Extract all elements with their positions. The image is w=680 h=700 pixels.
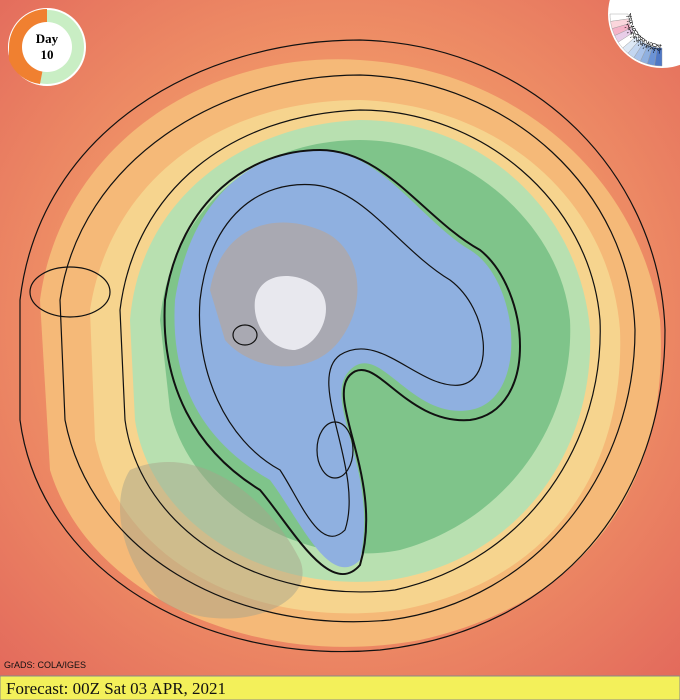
legend-hub: [646, 0, 678, 30]
legend-swatch: [654, 47, 663, 67]
legend-label: -36: [645, 41, 655, 53]
legend-label: -8: [626, 17, 634, 25]
legend-label: -16: [625, 26, 637, 37]
badge-day: 10: [41, 47, 54, 62]
day-badge: Day 10: [8, 8, 86, 86]
credit: GrADS: COLA/IGES: [4, 660, 86, 670]
footer-text: Forecast: 00Z Sat 03 APR, 2021: [6, 679, 226, 698]
legend-label: -4: [626, 13, 633, 20]
contour: [19, 39, 666, 653]
badge-center: [22, 22, 72, 72]
contour: [59, 74, 636, 623]
legend-label: -28: [635, 36, 647, 48]
legend-label: -44: [656, 44, 664, 55]
field-white: [254, 276, 326, 350]
contour: [29, 266, 111, 318]
contour: [163, 148, 521, 575]
contour: [316, 421, 354, 479]
contour: [119, 109, 601, 593]
temperature-field: [40, 59, 661, 647]
badge-label: Day: [36, 31, 59, 46]
contours: [19, 39, 666, 653]
footer-bar: [0, 675, 680, 700]
legend-label: -12: [623, 21, 635, 31]
contour: [232, 324, 258, 346]
contour: [198, 183, 484, 537]
legend-label: -40: [650, 43, 659, 54]
legend-label: -32: [640, 39, 651, 51]
land-shade: [120, 462, 303, 619]
legend-label: -20: [628, 29, 640, 41]
color-legend: -4-8-12-16-20-24-28-32-36-40-44: [608, 0, 680, 68]
